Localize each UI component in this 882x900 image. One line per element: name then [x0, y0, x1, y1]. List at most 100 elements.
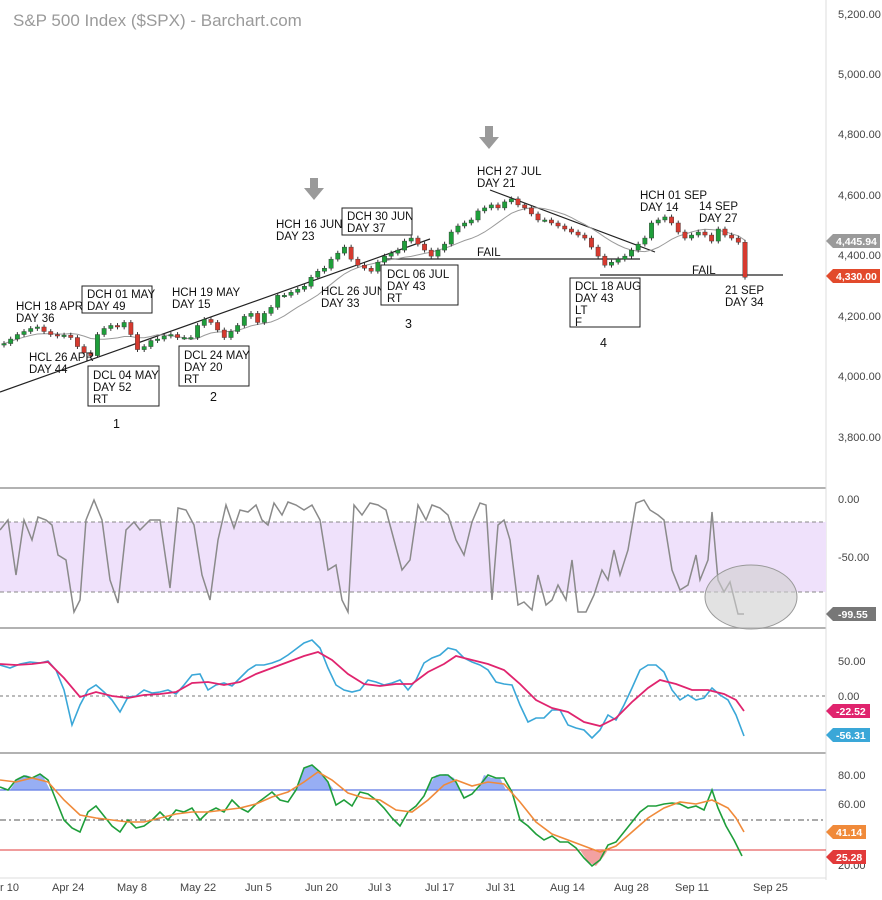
downtrend-line — [489, 189, 656, 253]
candle — [28, 328, 34, 332]
candle — [281, 295, 287, 298]
annotation-hch-apr: HCH 18 APR DAY 36 — [16, 301, 83, 325]
candle — [241, 316, 247, 326]
candle — [735, 237, 741, 243]
annotation-line: DAY 27 — [699, 213, 738, 225]
candle — [502, 201, 508, 209]
candle — [295, 289, 301, 293]
price-tick: 5,000.00 — [838, 69, 881, 81]
date-label: Jun 20 — [305, 882, 338, 894]
candle — [1, 343, 7, 346]
annotation-line: DAY 20 — [184, 362, 223, 374]
candle — [475, 210, 481, 221]
candle — [121, 322, 127, 328]
candle — [155, 338, 160, 341]
candle — [702, 231, 708, 236]
price-tick: 3,800.00 — [838, 432, 881, 444]
annotation-line: HCL 26 APR — [29, 352, 94, 364]
candle — [201, 319, 207, 326]
stoch-d-line — [0, 771, 745, 853]
candle — [161, 335, 167, 340]
annotation-line: HCL 26 JUN — [321, 286, 385, 298]
candle — [255, 313, 261, 323]
candle — [482, 207, 488, 212]
candle — [615, 258, 621, 263]
date-label: Aug 28 — [614, 882, 649, 894]
candle — [348, 246, 354, 260]
candle — [662, 216, 668, 221]
candle — [195, 325, 200, 338]
candle — [228, 331, 234, 338]
candle — [602, 255, 608, 266]
wave-label: 4 — [600, 336, 607, 350]
date-label: Sep 25 — [753, 882, 788, 894]
candle — [515, 198, 521, 206]
candle — [422, 243, 427, 251]
moving-average-line — [3, 207, 746, 345]
candle — [275, 295, 281, 308]
badge-text: -22.52 — [836, 706, 866, 718]
candle — [21, 331, 27, 335]
annotation-line: HCH 27 JUL — [477, 166, 542, 178]
annotation-line: RT — [184, 374, 199, 386]
candle — [141, 346, 147, 350]
annotation-line: DAY 49 — [87, 301, 126, 313]
annotation-dch-jun: DCH 30 JUN DAY 37 — [341, 207, 413, 236]
current-price-badge: 4,330.00 — [826, 269, 880, 283]
candle — [695, 231, 701, 236]
annotation-dcl-may24: DCL 24 MAY DAY 20 RT — [178, 345, 250, 387]
candle — [462, 222, 468, 227]
candle — [635, 243, 641, 251]
macd-line — [0, 639, 745, 740]
candle — [288, 292, 294, 296]
badge-text: 4,330.00 — [836, 271, 877, 283]
annotation-line: LT — [575, 305, 588, 317]
stoch-tick: 80.00 — [838, 770, 866, 782]
annotation-hch-jul: HCH 27 JUL DAY 21 — [477, 166, 542, 190]
date-label: Jul 3 — [368, 882, 391, 894]
candle — [428, 249, 434, 257]
badge-text: 41.14 — [836, 827, 862, 839]
annotation-line: HCH 18 APR — [16, 301, 83, 313]
candle — [128, 322, 134, 335]
macd-tick: 50.00 — [838, 656, 866, 668]
annotation-fail: FAIL — [692, 265, 716, 277]
candle — [589, 237, 594, 248]
annotation-line: DCL 18 AUG — [575, 281, 641, 293]
annotation-line: DAY 33 — [321, 298, 360, 310]
candle — [609, 261, 614, 266]
macd-signal-line — [0, 651, 745, 727]
candle — [582, 234, 588, 239]
candle — [488, 204, 494, 209]
candle — [215, 322, 221, 331]
annotation-sep21: 21 SEP DAY 34 — [725, 285, 764, 309]
date-axis: r 10 Apr 24 May 8 May 22 Jun 5 Jun 20 Ju… — [0, 882, 788, 894]
down-arrow-icon — [479, 126, 499, 149]
candle — [448, 231, 454, 245]
candle — [355, 258, 361, 266]
candle — [542, 219, 548, 222]
annotation-dch-may: DCH 01 MAY DAY 49 — [81, 285, 155, 314]
candle — [528, 207, 534, 215]
candle — [722, 228, 728, 236]
candle — [235, 325, 241, 332]
annotation-line: 14 SEP — [699, 201, 738, 213]
candle — [649, 222, 654, 239]
chart-title: S&P 500 Index ($SPX) - Barchart.com — [13, 11, 302, 30]
candle — [642, 237, 648, 245]
highlight-circle — [704, 564, 798, 630]
annotation-line: RT — [387, 293, 402, 305]
annotation-hcl-jun: HCL 26 JUN DAY 33 — [321, 286, 385, 310]
candle — [115, 325, 120, 328]
annotation-line: RT — [93, 394, 108, 406]
annotation-line: DCL 06 JUL — [387, 269, 450, 281]
candle — [655, 219, 661, 224]
candle — [61, 334, 67, 337]
candle — [455, 225, 461, 233]
candle — [622, 255, 628, 260]
candle — [175, 334, 180, 338]
candle — [148, 340, 154, 347]
wave-label: 3 — [405, 317, 412, 331]
price-tick: 5,200.00 — [838, 9, 881, 21]
candle — [101, 328, 107, 335]
